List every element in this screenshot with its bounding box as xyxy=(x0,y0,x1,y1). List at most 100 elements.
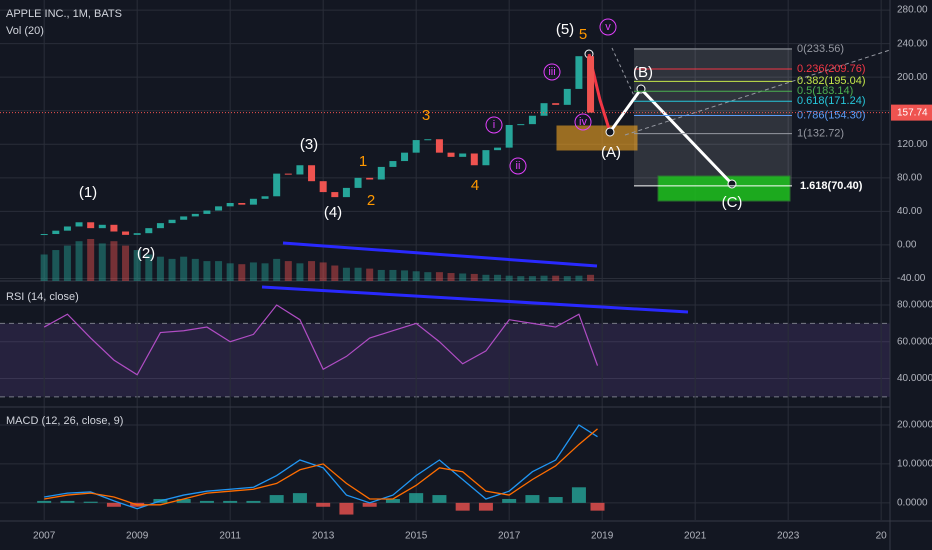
volume-bar xyxy=(540,275,548,281)
x-tick-label: 20 xyxy=(876,531,888,542)
volume-bar xyxy=(459,273,467,281)
volume-bar xyxy=(517,276,525,281)
histogram-bar xyxy=(455,502,470,511)
volume-bar xyxy=(273,258,281,281)
wave-circle xyxy=(509,157,527,175)
volume-bar xyxy=(63,245,71,281)
histogram-bar xyxy=(339,502,354,515)
wave-label: (5) xyxy=(556,21,574,38)
wave-point xyxy=(727,179,737,189)
candle xyxy=(52,230,60,235)
histogram-bar xyxy=(60,500,75,503)
volume-bar xyxy=(191,258,199,281)
volume-bar xyxy=(366,268,374,281)
fib-label: 0.786(154.30) xyxy=(797,109,866,121)
fib-label: 1.618(70.40) xyxy=(800,180,863,192)
candle xyxy=(587,56,595,113)
histogram-bar xyxy=(478,502,493,511)
wave-label: (B) xyxy=(633,64,653,81)
wave-label: (1) xyxy=(79,184,97,201)
candle xyxy=(412,140,420,153)
volume-bar xyxy=(494,274,502,281)
volume-bar xyxy=(52,250,60,281)
volume-bar xyxy=(110,241,118,281)
wave-label: (4) xyxy=(324,204,342,221)
candle xyxy=(156,223,164,229)
volume-bar xyxy=(319,262,327,281)
volume-bar xyxy=(401,270,409,281)
wave-label: v xyxy=(605,21,611,33)
candle xyxy=(110,224,118,232)
volume-bar xyxy=(563,276,571,281)
histogram-bar xyxy=(590,502,605,511)
x-tick-label: 2015 xyxy=(405,531,428,542)
macd-line xyxy=(44,424,598,510)
candle xyxy=(517,124,525,126)
candle xyxy=(75,222,83,227)
histogram-bar xyxy=(385,498,400,503)
y-tick-label: 120.00 xyxy=(897,139,928,150)
wave-circle xyxy=(599,18,617,36)
candle xyxy=(273,173,281,197)
volume-bar xyxy=(40,254,48,281)
wave-circle xyxy=(485,116,503,134)
volume-bar xyxy=(180,256,188,281)
candle xyxy=(435,139,443,153)
histogram-bar xyxy=(571,487,586,503)
wave-label: 3 xyxy=(422,107,430,124)
histogram-bar xyxy=(83,501,98,503)
candle xyxy=(284,173,292,175)
x-tick-label: 2019 xyxy=(591,531,614,542)
target-box xyxy=(657,175,791,202)
indicator-title: RSI (14, close) xyxy=(6,291,79,303)
volume-bar xyxy=(98,243,106,281)
fib-label: 0(233.56) xyxy=(797,43,844,55)
wave-label: (A) xyxy=(601,144,621,161)
y-tick-label: 10.0000 xyxy=(897,459,932,470)
candle xyxy=(575,56,583,89)
histogram-bar xyxy=(176,498,191,503)
target-box xyxy=(556,125,638,151)
wave-circle xyxy=(574,113,592,131)
grid xyxy=(0,0,890,520)
y-tick-label: 80.0000 xyxy=(897,300,932,311)
volume-bar xyxy=(575,275,583,281)
x-tick-label: 2007 xyxy=(33,531,56,542)
volume-bar xyxy=(528,276,536,281)
histogram-bar xyxy=(409,493,424,503)
volume-bar xyxy=(377,269,385,281)
volume-bar xyxy=(215,261,223,281)
candle xyxy=(87,222,95,229)
candle xyxy=(63,226,71,231)
volume-bar xyxy=(226,263,234,281)
candle xyxy=(249,198,257,205)
histogram-bar xyxy=(362,502,377,507)
y-tick-label: 60.0000 xyxy=(897,336,932,347)
volume-bar xyxy=(505,275,513,281)
wave-label: 2 xyxy=(367,192,375,209)
wave-label: iii xyxy=(548,66,555,78)
candle xyxy=(319,181,327,193)
volume-bar xyxy=(424,272,432,281)
candle xyxy=(226,202,234,207)
volume-bar xyxy=(261,263,269,281)
candle xyxy=(459,153,467,157)
fib-label: 1(132.72) xyxy=(797,128,844,140)
volume-bar xyxy=(249,262,257,281)
candle xyxy=(203,210,211,214)
y-tick-label: 280.00 xyxy=(897,5,928,16)
candle xyxy=(354,177,362,188)
volume-bar xyxy=(412,271,420,281)
volume-bar xyxy=(168,258,176,281)
x-tick-label: 2021 xyxy=(684,531,707,542)
y-tick-label: 40.00 xyxy=(897,206,922,217)
candle xyxy=(98,224,106,229)
volume-bar xyxy=(284,261,292,281)
wave-label: (2) xyxy=(137,245,155,262)
volume-bar xyxy=(587,274,595,281)
candle xyxy=(494,147,502,151)
histogram-bar xyxy=(525,495,540,503)
volume-bar xyxy=(145,254,153,281)
candle xyxy=(296,165,304,175)
wave-circle xyxy=(543,63,561,81)
